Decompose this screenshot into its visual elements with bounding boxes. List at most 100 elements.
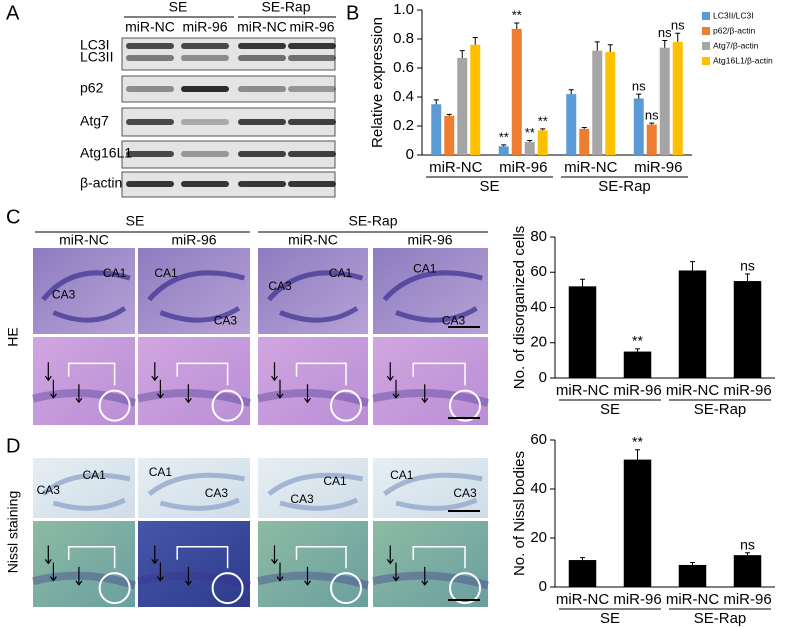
y-axis-label: Relative expression [369,17,386,148]
bar [733,555,762,587]
y-tick-label: 20 [530,529,547,546]
panel-label: C [6,206,20,228]
legend-label: LC3II/LC3I [713,10,754,20]
blot-row-label: LC3I [80,37,110,53]
bar [605,52,616,155]
significance: ns [740,258,755,274]
micrograph [33,337,135,425]
bar [678,564,707,587]
y-tick-label: 60 [530,431,547,448]
significance: ** [538,113,548,128]
bar [678,270,707,378]
blot-band [288,55,336,61]
inset [211,389,244,422]
blot-band [181,181,229,187]
micrograph [258,337,368,425]
significance: ns [632,79,646,94]
arrow [392,562,400,582]
y-axis-label: No. of Nissl bodies [511,451,528,576]
group-label: SE-Rap [598,178,651,195]
error-bar [690,261,695,271]
error-bar [662,39,668,48]
x-tick-label: miR-96 [723,382,771,399]
x-tick-label: miR-NC [564,159,617,176]
y-tick-label: 20 [530,334,547,351]
micrograph [138,521,250,607]
region-label: CA1 [149,465,173,479]
bar [431,104,442,155]
error-bar [433,99,439,105]
error-bar [472,37,478,45]
region-label: CA3 [290,492,314,506]
callout [176,362,229,386]
bar [568,286,597,378]
micrograph [258,521,368,607]
blot-band [288,86,336,92]
blot-band [238,43,286,49]
lane-label: miR-NC [125,19,175,35]
bar [566,94,577,155]
inset [98,572,131,605]
arrow [304,566,311,586]
arrow [156,379,164,399]
blot-band [288,151,336,157]
error-bar [568,89,574,95]
error-bar [690,562,695,565]
error-bar [527,140,533,142]
significance: ** [525,125,535,140]
legend-swatch [702,42,710,50]
region-label: CA3 [214,313,238,327]
significance: ns [740,536,755,552]
error-bar [446,113,452,116]
y-tick-label: 0.6 [393,59,414,76]
cell-layer [32,571,137,590]
bar [646,124,657,155]
bar [537,130,548,155]
blot-band [181,55,229,61]
arrow [151,545,159,565]
blot-group: SE [169,0,188,15]
cell-layer [257,571,370,590]
group-label: SE-Rap [694,401,747,418]
callout [176,546,229,569]
error-bar [580,557,585,561]
hippocampus-layer [147,270,246,323]
blot-band [238,55,286,61]
error-bar [635,348,640,352]
bar [511,28,522,156]
significance: ns [645,108,659,123]
x-tick-label: miR-NC [666,591,719,608]
arrow [184,384,192,404]
blot-row-label: β-actin [80,175,122,191]
error-bar [514,22,520,29]
legend-label: Atg16L1/β-actin [713,55,773,65]
inset [211,572,244,605]
error-bar [636,93,642,99]
blot-band [238,151,286,157]
bar [733,281,762,378]
error-bar [540,128,546,131]
blot-band [126,119,174,125]
region-label: CA1 [83,468,107,482]
blot-band [126,86,174,92]
arrow [392,379,400,399]
significance: ** [632,333,643,349]
hippocampus-layer [267,472,363,511]
error-bar [501,144,507,147]
inset [98,389,131,422]
blot-band [181,119,229,125]
column-label: miR-96 [171,232,216,248]
lane-label: miR-96 [289,19,334,35]
region-label: CA3 [453,486,477,500]
inset [330,572,362,605]
arrow [421,566,429,586]
bar [633,98,644,155]
arrow [386,362,394,382]
hist-group: SE [126,213,145,229]
significance: ** [632,434,643,450]
blot-band [181,43,229,49]
cell-layer [257,388,370,407]
micrograph [373,337,488,425]
y-tick-label: 0 [539,578,547,595]
arrow [156,562,164,582]
